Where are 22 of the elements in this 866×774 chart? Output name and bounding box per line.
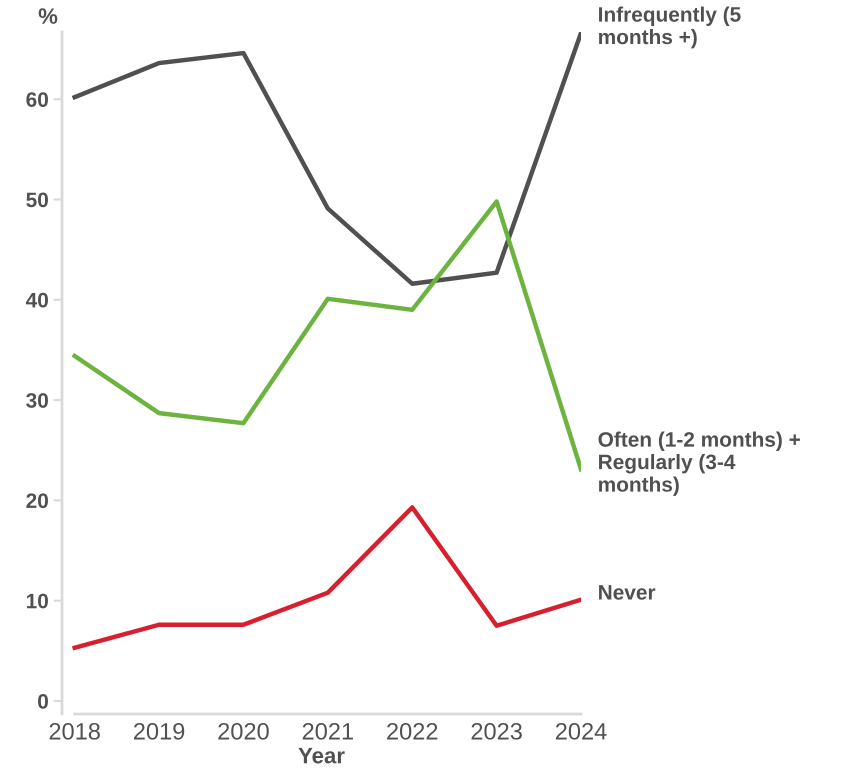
series-label: Never <box>599 585 656 600</box>
series-label: Often (1-2 months) + Regularly (3-4 months) <box>598 432 800 496</box>
x-tick-label: 2018 <box>50 722 100 740</box>
y-tick-label: 60 <box>26 92 48 107</box>
x-axis-title: Year <box>298 748 345 764</box>
y-axis-title: % <box>38 8 58 24</box>
x-tick-label: 2024 <box>556 722 607 740</box>
y-tick-label: 0 <box>38 694 48 709</box>
line-series <box>72 505 581 650</box>
y-tick-label: 50 <box>26 192 48 208</box>
y-tick-label: 40 <box>26 292 48 308</box>
x-tick-label: 2022 <box>387 722 438 740</box>
line-series <box>72 32 581 286</box>
y-tick-label: 20 <box>26 493 48 508</box>
x-tick-label: 2020 <box>218 722 269 740</box>
x-tick-label: 2021 <box>302 722 353 740</box>
series-label: Infrequently (5 months +) <box>599 6 741 48</box>
line-series <box>72 199 581 472</box>
x-tick-label: 2023 <box>472 722 522 740</box>
x-tick-label: 2019 <box>134 722 184 740</box>
y-tick-label: 30 <box>26 393 48 408</box>
y-tick-label: 10 <box>26 594 48 608</box>
